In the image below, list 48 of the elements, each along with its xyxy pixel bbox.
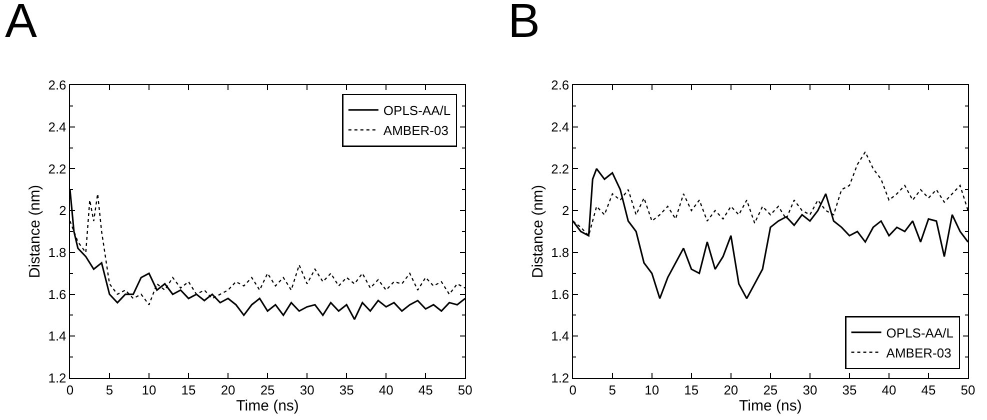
x-tick-label: 20 (220, 382, 236, 398)
y-tick-label: 2.4 (551, 119, 570, 134)
x-tick-label: 0 (66, 382, 74, 398)
y-tick-label: 1.4 (551, 328, 570, 344)
chart-title: B (508, 0, 540, 48)
y-tick-label: 1.6 (48, 286, 66, 302)
x-tick-label: 25 (763, 382, 778, 398)
x-tick-label: 45 (921, 382, 936, 398)
x-tick-label: 50 (458, 382, 472, 398)
legend-label: AMBER-03 (886, 345, 952, 360)
x-tick-label: 50 (960, 382, 976, 398)
x-tick-label: 35 (339, 382, 354, 398)
y-tick-label: 2.6 (551, 78, 570, 93)
x-tick-label: 15 (684, 382, 699, 398)
chart-title: A (5, 0, 38, 48)
y-tick-label: 2.2 (551, 161, 570, 176)
x-tick-label: 5 (608, 382, 616, 398)
y-tick-label: 2.2 (48, 161, 66, 176)
x-tick-label: 40 (378, 382, 394, 398)
x-axis-title: Time (ns) (739, 398, 802, 415)
y-tick-label: 1.4 (48, 328, 66, 344)
x-tick-label: 0 (569, 382, 576, 398)
y-tick-label: 2 (562, 203, 570, 218)
x-tick-label: 15 (181, 382, 196, 398)
y-tick-label: 1.6 (551, 286, 570, 302)
y-tick-label: 2.4 (48, 119, 66, 134)
y-tick-label: 2.6 (48, 78, 66, 93)
x-tick-label: 25 (260, 382, 275, 398)
x-tick-label: 40 (882, 382, 896, 398)
legend-label: AMBER-03 (383, 122, 448, 138)
x-tick-label: 20 (724, 382, 738, 398)
y-axis-title: Distance (nm) (529, 184, 546, 278)
legend-label: OPLS-AA/L (383, 103, 451, 118)
x-tick-label: 10 (142, 382, 156, 398)
y-tick-label: 2 (59, 203, 66, 218)
legend-label: OPLS-AA/L (886, 325, 954, 340)
x-tick-label: 45 (418, 382, 433, 398)
x-axis-title: Time (ns) (236, 398, 299, 415)
x-tick-label: 5 (106, 382, 114, 398)
x-tick-label: 30 (300, 382, 314, 398)
x-tick-label: 10 (644, 382, 660, 398)
x-tick-label: 30 (802, 382, 818, 398)
y-tick-label: 1.8 (551, 244, 570, 260)
y-tick-label: 1.2 (551, 370, 570, 386)
x-tick-label: 35 (842, 382, 857, 398)
y-tick-label: 1.8 (48, 244, 66, 260)
y-axis-title: Distance (nm) (26, 184, 44, 278)
y-tick-label: 1.2 (48, 370, 66, 386)
